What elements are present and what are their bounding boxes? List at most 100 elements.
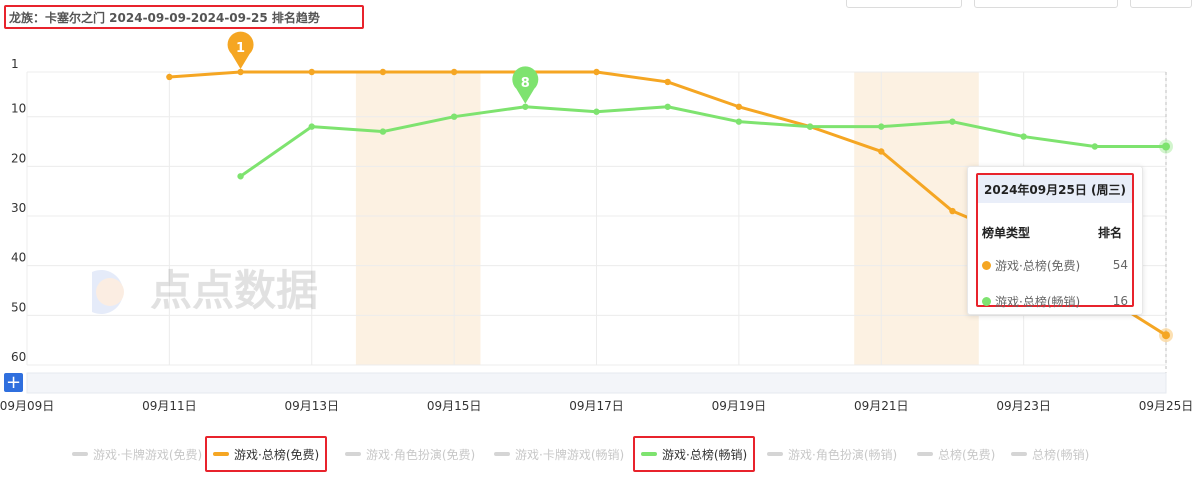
y-tick-label: 10 <box>11 102 26 116</box>
toolbar-button-2[interactable] <box>974 0 1118 8</box>
pin-label: 1 <box>236 41 245 56</box>
chart-axes: 1 10 20 30 40 50 60 09月09日 09月11日 09月13日 09月15日 09月… <box>0 57 1193 413</box>
chart-legend: 游戏·卡牌游戏(免费) 游戏·总榜(免费) 游戏·角色扮演(免费) 游戏·卡牌游戏(畅… <box>0 436 1194 472</box>
weekend-band <box>355 72 481 365</box>
legend-label: 游戏·总榜(免费) <box>234 447 320 462</box>
x-tick-label: 09月17日 <box>569 399 624 413</box>
chart-title: 龙族：卡塞尔之门 2024-09-09-2024-09-25 排名趋势 <box>4 5 364 29</box>
legend-line-icon <box>1011 452 1027 456</box>
watermark-text: 点点数据 <box>150 266 318 315</box>
legend-item[interactable]: 游戏·总榜(畅销) <box>633 436 756 472</box>
x-tick-label: 09月15日 <box>427 399 482 413</box>
series-line <box>239 105 1168 178</box>
x-tick-label: 09月19日 <box>712 399 767 413</box>
data-point[interactable] <box>949 118 956 125</box>
tooltip-col-rank: 排名 <box>1098 226 1123 240</box>
legend-line-icon <box>494 452 510 456</box>
tooltip-row-name: 游戏·总榜(免费) <box>995 258 1081 273</box>
chart-tooltip: 2024年09月25日 (周三) 榜单类型 排名 游戏·总榜(免费) 54 游戏… <box>967 166 1143 315</box>
y-tick-label: 60 <box>11 350 26 364</box>
data-point[interactable] <box>308 123 315 130</box>
pin-label: 8 <box>521 76 530 91</box>
legend-line-icon <box>641 452 657 456</box>
chart-title-text: 龙族：卡塞尔之门 2024-09-09-2024-09-25 排名趋势 <box>9 10 320 25</box>
tooltip-row-name: 游戏·总榜(畅销) <box>995 294 1081 309</box>
legend-label: 总榜(免费) <box>938 447 996 462</box>
data-point[interactable] <box>949 207 956 215</box>
data-point[interactable] <box>379 128 387 135</box>
data-point[interactable] <box>166 73 173 81</box>
data-point[interactable] <box>450 113 458 120</box>
green-dot-icon <box>982 296 991 306</box>
y-tick-label: 1 <box>11 57 19 71</box>
data-point[interactable] <box>664 78 671 86</box>
data-point[interactable] <box>1162 331 1170 340</box>
legend-line-icon <box>213 452 229 456</box>
pin-marker-icon <box>512 66 539 104</box>
data-point[interactable] <box>878 148 885 155</box>
pin-marker-icon <box>227 31 254 69</box>
weekend-bands <box>355 72 979 365</box>
legend-line-icon <box>767 452 783 456</box>
data-point[interactable] <box>878 123 885 130</box>
toolbar-button-3[interactable] <box>1130 0 1192 8</box>
toolbar-button-1[interactable] <box>846 0 962 8</box>
data-point[interactable] <box>308 68 315 76</box>
legend-label: 游戏·卡牌游戏(免费) <box>93 447 203 462</box>
x-tick-label: 09月23日 <box>996 399 1051 413</box>
orange-dot-icon <box>982 260 991 270</box>
legend-item[interactable]: 游戏·卡牌游戏(畅销) <box>494 436 624 472</box>
tooltip-col-type: 榜单类型 <box>982 226 1031 240</box>
tooltip-row-grossing: 游戏·总榜(畅销) 16 <box>982 292 1128 310</box>
watermark-d-icon <box>92 270 124 315</box>
zoom-plus-button[interactable]: + <box>4 372 23 393</box>
y-tick-label: 50 <box>11 300 26 314</box>
legend-item[interactable]: 游戏·角色扮演(免费) <box>345 436 475 472</box>
tooltip-row-value: 54 <box>1112 258 1128 272</box>
weekend-band <box>854 72 979 365</box>
legend-label: 游戏·卡牌游戏(畅销) <box>515 447 625 462</box>
legend-label: 游戏·角色扮演(畅销) <box>788 447 898 462</box>
data-point[interactable] <box>664 103 671 110</box>
legend-item[interactable]: 总榜(免费) <box>917 436 995 472</box>
legend-item[interactable]: 游戏·总榜(免费) <box>205 436 328 472</box>
data-point[interactable] <box>1091 143 1099 150</box>
data-point[interactable] <box>1020 133 1027 140</box>
data-point[interactable] <box>522 103 529 110</box>
tooltip-highlight-box: 2024年09月25日 (周三) 榜单类型 排名 游戏·总榜(免费) 54 游戏… <box>976 173 1134 310</box>
data-point[interactable] <box>593 68 600 76</box>
tooltip-row-value: 16 <box>1112 294 1128 308</box>
watermark-dot-icon <box>96 278 124 306</box>
legend-item[interactable]: 游戏·角色扮演(畅销) <box>767 436 897 472</box>
tooltip-date: 2024年09月25日 (周三) <box>978 175 1132 203</box>
data-point[interactable] <box>593 108 600 115</box>
data-point[interactable] <box>237 68 244 76</box>
data-point[interactable] <box>1162 142 1170 151</box>
legend-label: 游戏·角色扮演(免费) <box>366 447 476 462</box>
data-point[interactable] <box>806 123 814 130</box>
data-point[interactable] <box>237 173 244 180</box>
x-tick-label: 09月09日 <box>0 399 54 413</box>
legend-item[interactable]: 游戏·卡牌游戏(免费) <box>72 436 202 472</box>
x-tick-label: 09月11日 <box>142 399 197 413</box>
y-tick-label: 20 <box>11 151 26 165</box>
x-scroll-track[interactable] <box>26 372 1167 394</box>
legend-line-icon <box>345 452 361 456</box>
y-tick-label: 40 <box>11 251 26 265</box>
data-point[interactable] <box>735 103 743 110</box>
watermark-logo: 点点数据 <box>92 266 318 315</box>
legend-label: 总榜(畅销) <box>1032 447 1090 462</box>
x-tick-label: 09月21日 <box>854 399 909 413</box>
legend-line-icon <box>917 452 933 456</box>
data-point[interactable] <box>735 118 743 125</box>
legend-label: 游戏·总榜(畅销) <box>662 447 748 462</box>
data-point[interactable] <box>450 68 458 76</box>
data-point[interactable] <box>379 68 387 76</box>
legend-item[interactable]: 总榜(畅销) <box>1011 436 1089 472</box>
x-tick-label: 09月25日 <box>1139 399 1194 413</box>
watermark-group: 点点数据 <box>92 266 318 315</box>
tooltip-row-free: 游戏·总榜(免费) 54 <box>982 256 1128 274</box>
y-tick-label: 30 <box>11 201 26 215</box>
x-tick-label: 09月13日 <box>284 399 339 413</box>
